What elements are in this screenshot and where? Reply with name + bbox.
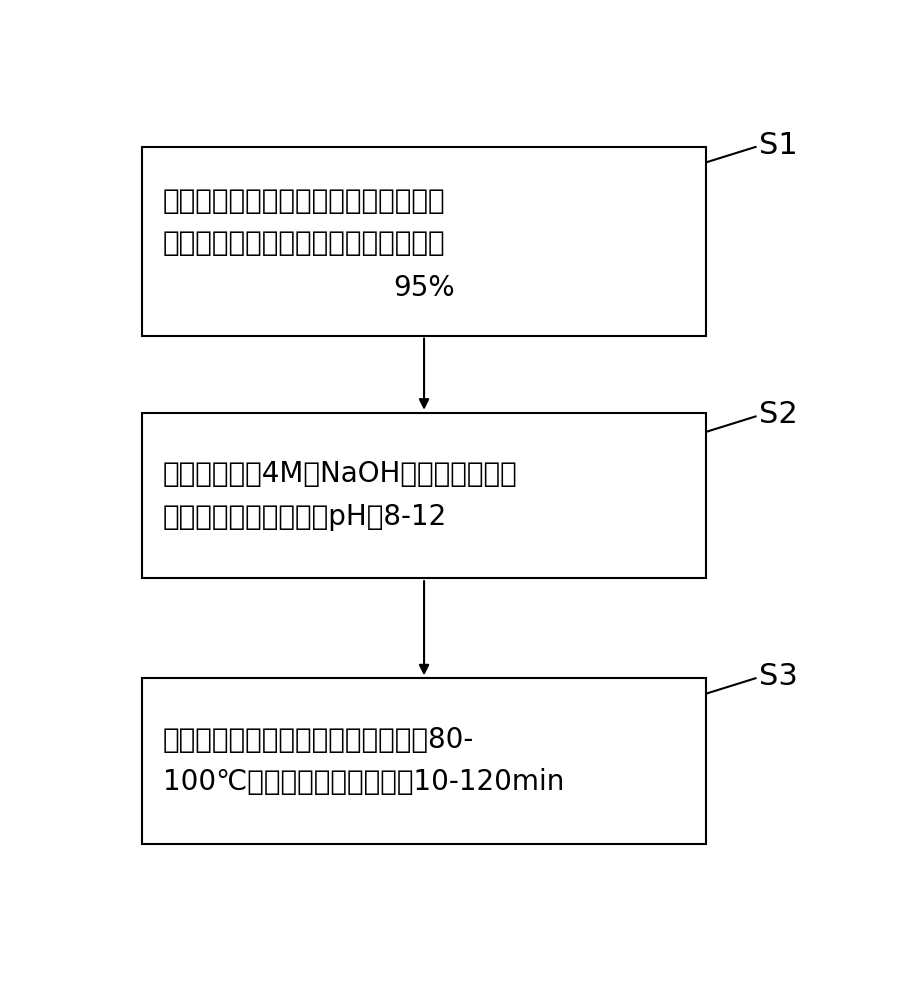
Bar [142,678,706,844]
Bar [142,413,706,578]
Text: 95%: 95% [393,274,455,302]
Text: 碱液处理：将4M的NaOH加入上述菌渣中: 碱液处理：将4M的NaOH加入上述菌渣中 [163,460,518,488]
Text: 调节含水率：称取定量的利福霉素菌渣: 调节含水率：称取定量的利福霉素菌渣 [163,187,446,215]
Text: ，搅拌均匀，调节菌渣pH为8-12: ，搅拌均匀，调节菌渣pH为8-12 [163,503,448,531]
Text: S2: S2 [759,400,798,429]
Text: 100℃恒温水浴中，超声处理10-120min: 100℃恒温水浴中，超声处理10-120min [163,768,564,796]
Bar [142,147,706,336]
Text: S1: S1 [759,131,798,160]
Text: S3: S3 [759,662,798,691]
Text: ，加入去离子水，将菌渣含水率调节至: ，加入去离子水，将菌渣含水率调节至 [163,229,446,257]
Text: 水热超声处理：将上述碱性菌渣置于80-: 水热超声处理：将上述碱性菌渣置于80- [163,726,474,754]
